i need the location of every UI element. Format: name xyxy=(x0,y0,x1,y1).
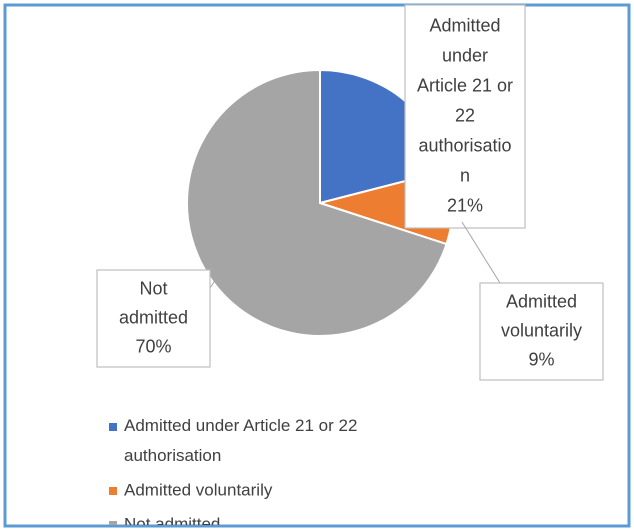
data-label-name: Admitted voluntarily xyxy=(501,291,582,340)
data-label-value: 9% xyxy=(528,349,554,369)
label-box xyxy=(96,269,211,368)
data-label-name: Admitted under Article 21 or 22 authorisatio… xyxy=(417,15,513,185)
label-line: authorisatio xyxy=(418,135,511,155)
legend-swatch xyxy=(109,423,117,431)
data-label-value: 21% xyxy=(447,195,483,215)
legend-swatch xyxy=(109,521,117,525)
label-line: voluntarily xyxy=(501,320,582,340)
label-line: n xyxy=(460,165,470,185)
label-line: admitted xyxy=(119,307,188,327)
data-label-name: Not admitted xyxy=(119,278,188,327)
legend-label: Admitted under Article 21 or 22 authorisa… xyxy=(124,416,357,465)
leader-line xyxy=(461,221,501,284)
label-box xyxy=(479,282,604,381)
pie-slice xyxy=(186,68,448,337)
label-line: Admitted xyxy=(506,291,577,311)
label-line: 22 xyxy=(455,105,475,125)
legend: Admitted under Article 21 or 22 authorisa… xyxy=(109,416,357,531)
legend-label: Admitted voluntarily xyxy=(124,480,273,499)
label-line: Admitted xyxy=(429,15,500,35)
legend-label: Not admitted xyxy=(124,514,220,531)
label-box xyxy=(404,4,526,229)
data-label-value: 70% xyxy=(135,336,171,356)
label-line: under xyxy=(442,45,488,65)
label-line: Article 21 or xyxy=(417,75,513,95)
label-line: Not xyxy=(139,278,167,298)
legend-swatch xyxy=(109,487,117,495)
leader-line xyxy=(209,278,217,289)
data-labels: Admitted under Article 21 or 22 authorisatio… xyxy=(96,4,604,381)
